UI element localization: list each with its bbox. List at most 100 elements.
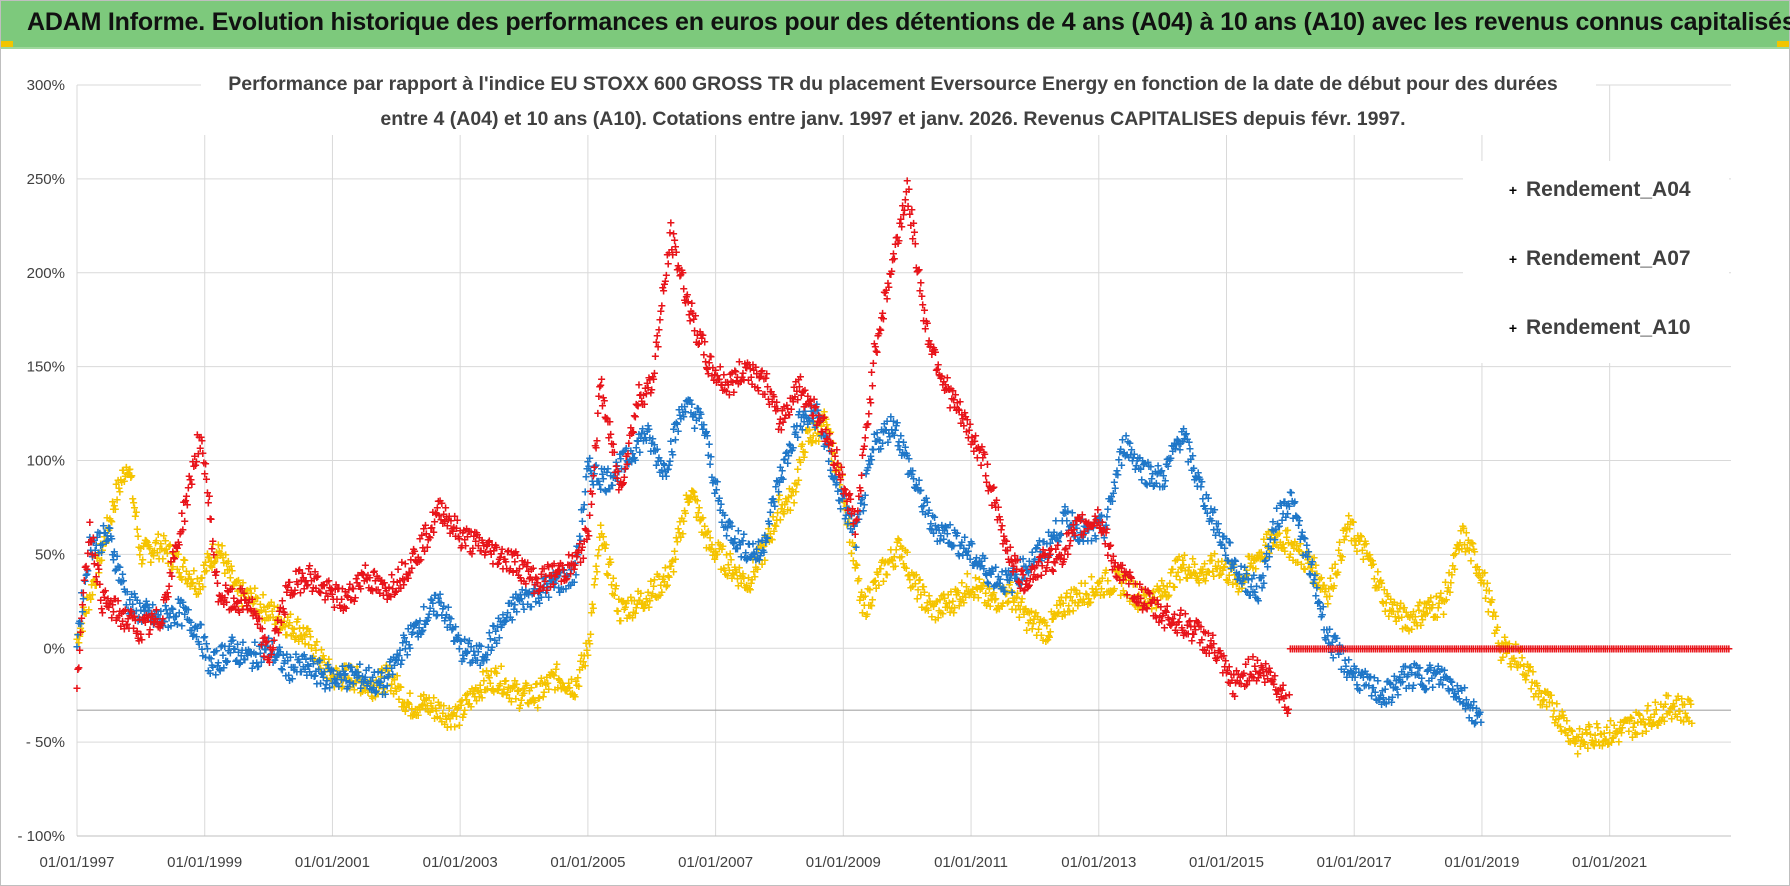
data-point: + xyxy=(501,673,509,689)
data-point: + xyxy=(363,674,371,690)
data-point: + xyxy=(560,679,568,695)
data-point: + xyxy=(577,647,585,663)
data-point: + xyxy=(370,677,378,693)
data-point: + xyxy=(253,603,261,619)
data-point: + xyxy=(246,581,254,597)
data-point: + xyxy=(339,672,347,688)
data-point: + xyxy=(115,480,123,496)
data-point: + xyxy=(815,433,823,449)
data-point: + xyxy=(923,594,931,610)
data-point: + xyxy=(195,575,203,591)
data-point: + xyxy=(931,596,939,612)
data-point: + xyxy=(868,592,876,608)
data-point: + xyxy=(879,310,887,326)
data-point: + xyxy=(902,560,910,576)
legend-marker-a04: + xyxy=(1509,182,1517,198)
data-point: + xyxy=(539,689,547,705)
data-point: + xyxy=(566,679,574,695)
data-point: + xyxy=(814,425,822,441)
data-point: + xyxy=(585,633,593,649)
data-point: + xyxy=(149,544,157,560)
data-point: + xyxy=(621,599,629,615)
data-point: + xyxy=(1040,612,1048,628)
data-point: + xyxy=(226,569,234,585)
data-point: + xyxy=(95,564,103,580)
data-point: + xyxy=(125,462,133,478)
data-point: + xyxy=(73,680,81,696)
data-point: + xyxy=(480,672,488,688)
data-point: + xyxy=(414,707,422,723)
data-point: + xyxy=(929,596,937,612)
data-point: + xyxy=(167,554,175,570)
data-point: + xyxy=(575,678,583,694)
data-point: + xyxy=(798,436,806,452)
data-point: + xyxy=(299,619,307,635)
data-point: + xyxy=(145,539,153,555)
data-point: + xyxy=(1065,598,1073,614)
data-point: + xyxy=(122,459,130,475)
data-point: + xyxy=(366,673,374,689)
data-point: + xyxy=(264,598,272,614)
data-point: + xyxy=(841,501,849,517)
data-point: + xyxy=(1021,601,1029,617)
data-point: + xyxy=(905,567,913,583)
data-point: + xyxy=(632,600,640,616)
data-point: + xyxy=(976,581,984,597)
data-point: + xyxy=(426,704,434,720)
data-point: + xyxy=(211,554,219,570)
data-point: + xyxy=(995,601,1003,617)
data-point: + xyxy=(536,675,544,691)
data-point: + xyxy=(306,623,314,639)
data-point: + xyxy=(1034,609,1042,625)
data-point: + xyxy=(840,494,848,510)
data-point: + xyxy=(286,606,294,622)
data-point: + xyxy=(1072,582,1080,598)
data-point: + xyxy=(628,592,636,608)
data-point: + xyxy=(515,700,523,716)
data-point: + xyxy=(483,681,491,697)
data-point: + xyxy=(101,535,109,551)
legend-marker-a10: + xyxy=(1509,320,1517,336)
data-point: + xyxy=(860,597,868,613)
data-point: + xyxy=(799,444,807,460)
data-point: + xyxy=(675,524,683,540)
data-point: + xyxy=(1096,573,1104,589)
data-point: + xyxy=(91,577,99,593)
data-point: + xyxy=(182,563,190,579)
data-point: + xyxy=(114,472,122,488)
data-point: + xyxy=(541,674,549,690)
data-point: + xyxy=(379,662,387,678)
data-point: + xyxy=(84,589,92,605)
data-point: + xyxy=(241,584,249,600)
data-point: + xyxy=(407,707,415,723)
data-point: + xyxy=(940,586,948,602)
x-tick-label: 01/01/2019 xyxy=(1444,854,1519,871)
data-point: + xyxy=(708,537,716,553)
data-point: + xyxy=(844,514,852,530)
x-tick-label: 01/01/2021 xyxy=(1572,854,1647,871)
data-point: + xyxy=(367,678,375,694)
data-point: + xyxy=(945,595,953,611)
data-point: + xyxy=(972,570,980,586)
data-point: + xyxy=(251,580,259,596)
data-point: + xyxy=(997,598,1005,614)
data-point: + xyxy=(292,629,300,645)
data-point: + xyxy=(386,658,394,674)
data-point: + xyxy=(244,582,252,598)
data-point: + xyxy=(890,250,898,266)
data-point: + xyxy=(369,677,377,693)
data-point: + xyxy=(105,522,113,538)
data-point: + xyxy=(152,533,160,549)
data-point: + xyxy=(388,676,396,692)
data-point: + xyxy=(685,494,693,510)
data-point: + xyxy=(598,538,606,554)
data-point: + xyxy=(567,686,575,702)
data-point: + xyxy=(776,512,784,528)
data-point: + xyxy=(433,708,441,724)
data-point: + xyxy=(182,571,190,587)
data-point: + xyxy=(369,690,377,706)
data-point: + xyxy=(1094,575,1102,591)
data-point: + xyxy=(818,408,826,424)
data-point: + xyxy=(183,576,191,592)
data-point: + xyxy=(924,602,932,618)
